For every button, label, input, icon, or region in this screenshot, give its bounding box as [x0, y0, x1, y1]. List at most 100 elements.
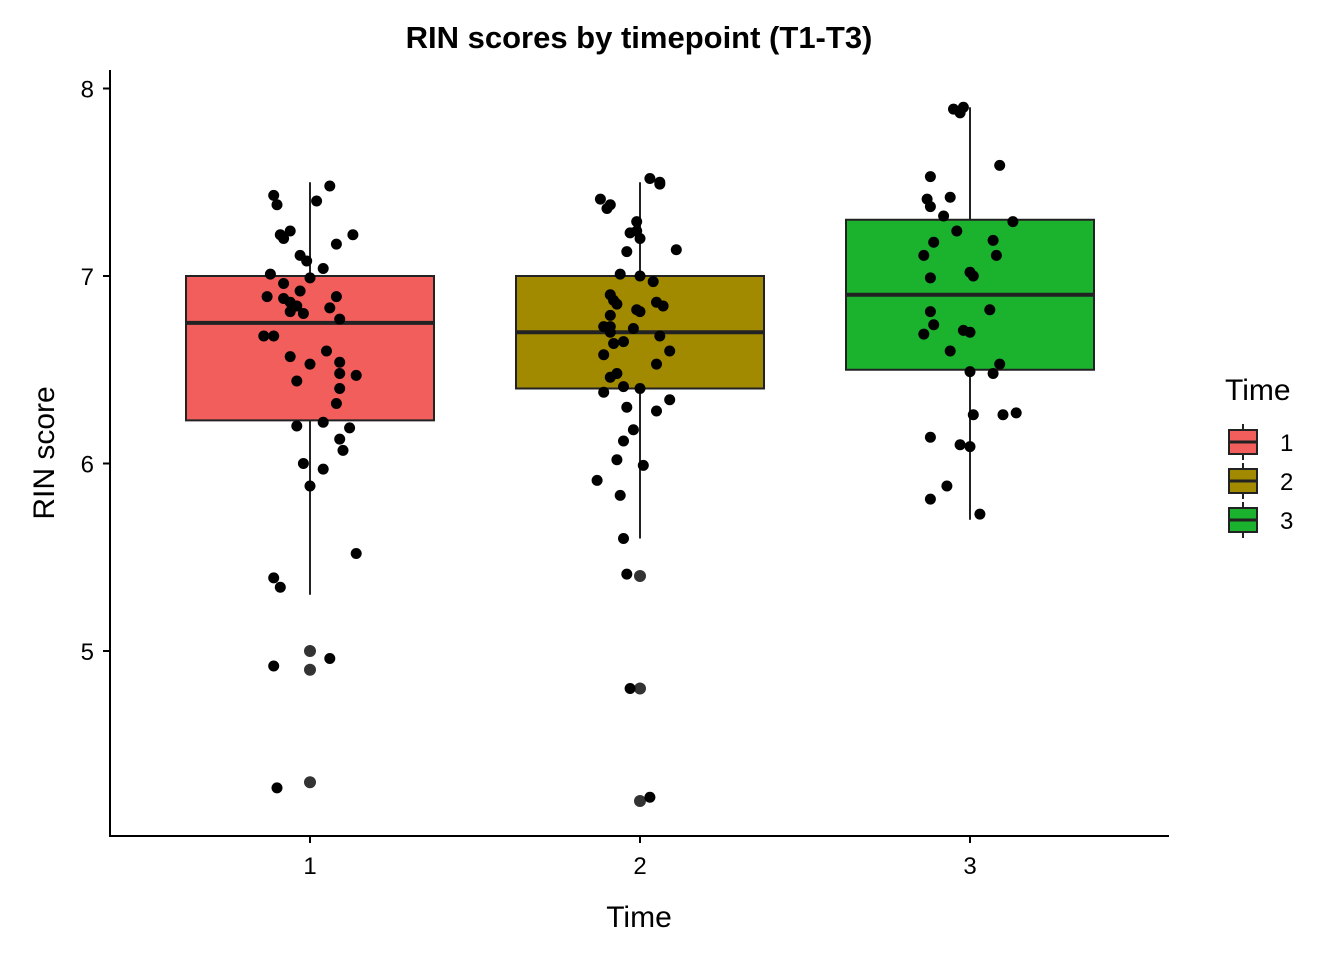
jitter-point — [297, 308, 309, 319]
jitter-point — [294, 285, 306, 297]
jitter-point — [644, 173, 656, 184]
legend-key-3: 3 — [1228, 502, 1293, 538]
jitter-point — [644, 791, 656, 803]
jitter-point — [334, 433, 346, 445]
jitter-point — [627, 424, 639, 436]
jitter-point — [1007, 216, 1019, 228]
jitter-point — [271, 199, 283, 211]
jitter-point — [334, 383, 346, 394]
jitter-point — [297, 458, 309, 469]
jitter-point — [634, 383, 646, 394]
jitter-point — [670, 244, 682, 256]
x-axis-title: Time — [606, 901, 672, 934]
jitter-point — [990, 249, 1002, 261]
jitter-point — [618, 336, 629, 348]
jitter-point — [967, 409, 979, 421]
jitter-point — [330, 291, 342, 303]
y-tick-label: 5 — [81, 639, 94, 666]
jitter-point — [591, 474, 603, 486]
jitter-point — [268, 660, 280, 672]
jitter-points-time-2 — [591, 173, 682, 803]
outlier-point — [634, 570, 646, 582]
jitter-point — [301, 255, 313, 267]
jitter-point — [337, 444, 349, 456]
jitter-point — [334, 356, 346, 368]
jitter-point — [321, 345, 332, 357]
jitter-point — [274, 229, 286, 241]
jitter-point — [304, 358, 316, 370]
jitter-point — [984, 304, 996, 316]
jitter-point — [654, 330, 666, 342]
y-axis-title: RIN score — [28, 386, 61, 519]
jitter-point — [604, 309, 616, 321]
jitter-point — [657, 300, 669, 312]
jitter-point — [944, 345, 956, 357]
jitter-point — [918, 328, 930, 340]
legend: Time 1 2 3 — [1225, 374, 1293, 538]
box-iqr — [185, 275, 435, 422]
jitter-point — [268, 330, 280, 342]
jitter-point — [964, 441, 976, 453]
jitter-point — [924, 171, 936, 183]
jitter-point — [924, 272, 936, 284]
jitter-point — [278, 278, 290, 289]
jitter-point — [624, 227, 636, 239]
jitter-point — [284, 306, 296, 318]
jitter-point — [611, 298, 623, 310]
jitter-point — [621, 401, 633, 413]
jitter-point — [317, 463, 329, 475]
jitter-point — [598, 349, 610, 361]
jitter-point — [324, 653, 336, 664]
jitter-point — [291, 375, 303, 387]
chart-title: RIN scores by timepoint (T1-T3) — [406, 20, 873, 55]
jitter-point — [987, 234, 999, 246]
jitter-points-time-3 — [918, 101, 1022, 520]
jitter-point — [954, 439, 966, 451]
jitter-point — [258, 330, 270, 342]
jitter-point — [634, 270, 646, 282]
legend-key-1: 1 — [1228, 424, 1293, 460]
jitter-point — [918, 249, 930, 261]
x-tick-label: 1 — [303, 853, 316, 880]
jitter-point — [601, 203, 613, 214]
jitter-point — [350, 548, 362, 559]
jitter-point — [330, 398, 342, 409]
jitter-point — [924, 493, 936, 505]
jitter-point — [324, 180, 336, 192]
jitter-point — [317, 416, 329, 428]
jitter-point — [614, 489, 626, 501]
box-group-time-1 — [185, 182, 435, 789]
jitter-point — [304, 480, 316, 492]
jitter-point — [954, 107, 966, 119]
jitter-point — [974, 508, 986, 520]
jitter-point — [304, 272, 316, 284]
jitter-point — [664, 394, 676, 406]
legend-title: Time — [1225, 374, 1291, 407]
jitter-point — [938, 210, 950, 222]
jitter-point — [268, 572, 280, 584]
jitter-point — [311, 195, 323, 207]
jitter-point — [964, 366, 976, 378]
outlier-point — [634, 795, 646, 807]
jitter-point — [618, 533, 629, 544]
jitter-point — [324, 302, 336, 314]
outlier-point — [304, 776, 316, 789]
jitter-point — [627, 323, 639, 334]
x-tick-label: 3 — [963, 853, 976, 880]
jitter-point — [347, 229, 359, 241]
y-axis-ticks: 5 6 7 8 — [81, 77, 110, 666]
jitter-point — [614, 268, 626, 280]
jitter-point — [634, 233, 646, 244]
jitter-point — [624, 683, 636, 694]
jitter-point — [944, 191, 956, 203]
jitter-point — [291, 420, 303, 432]
jitter-point — [598, 386, 610, 398]
jitter-point — [928, 236, 940, 248]
jitter-point — [924, 306, 936, 318]
jitter-point — [924, 201, 936, 213]
x-tick-label: 2 — [633, 853, 646, 880]
jitter-point — [284, 351, 296, 363]
jitter-point — [618, 381, 629, 393]
jitter-point — [941, 480, 953, 492]
